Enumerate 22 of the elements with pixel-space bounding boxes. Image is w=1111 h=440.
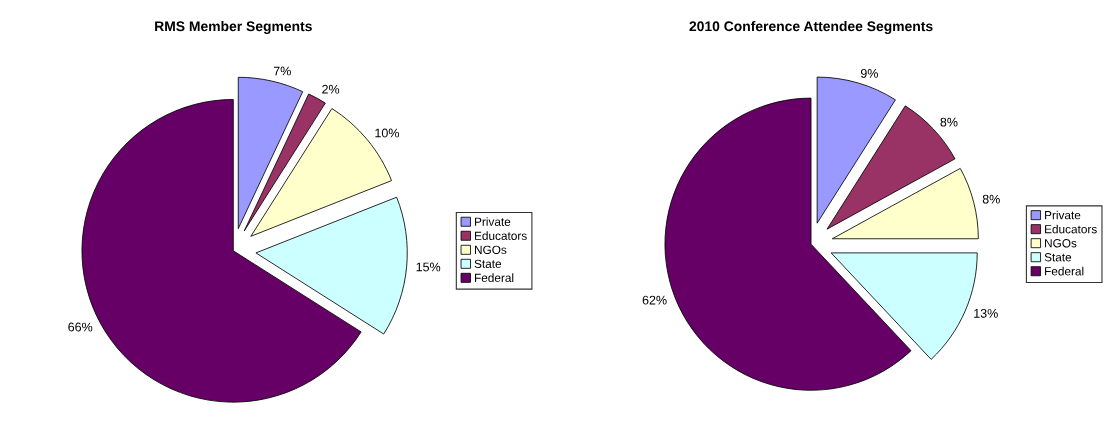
legend-label: Private — [1045, 210, 1081, 220]
chart-title: RMS Member Segments — [155, 20, 312, 34]
data-label: 8% — [940, 117, 958, 127]
data-label: 8% — [982, 194, 1000, 204]
legend-label: Private — [475, 217, 511, 226]
data-label: 10% — [375, 128, 399, 138]
legend-label: NGOs — [1045, 239, 1077, 248]
data-label: 62% — [642, 295, 667, 305]
data-label: 13% — [974, 308, 998, 318]
legend-label: Federal — [475, 273, 514, 283]
legend-label: NGOs — [475, 245, 507, 254]
data-label: 9% — [860, 68, 878, 78]
data-label: 7% — [273, 66, 291, 76]
chart-title: 2010 Conference Attendee Segments — [689, 20, 933, 34]
data-label: 2% — [322, 84, 340, 94]
legend-label: Federal — [1045, 266, 1084, 276]
legend-label: Educators — [475, 231, 527, 240]
legend-label: State — [474, 259, 502, 269]
data-label: 15% — [416, 262, 441, 272]
legend-label: State — [1044, 253, 1072, 262]
legend-label: Educators — [1045, 224, 1097, 234]
data-label: 66% — [68, 322, 93, 332]
